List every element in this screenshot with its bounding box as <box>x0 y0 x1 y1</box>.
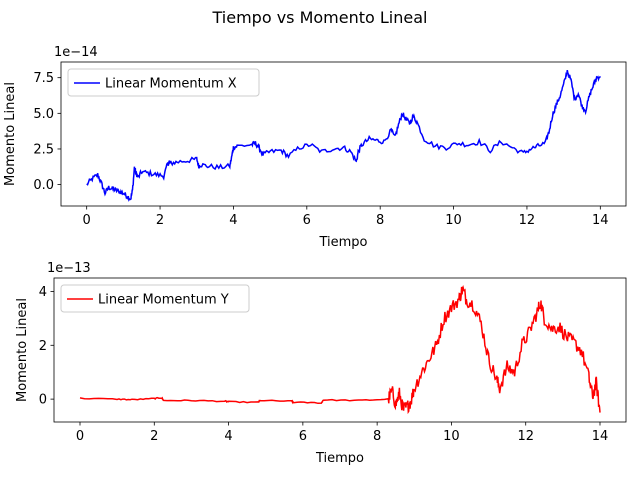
y-axis-label: Momento Lineal <box>3 82 18 186</box>
y-tick-label: 2.5 <box>33 142 54 157</box>
figure-suptitle: Tiempo vs Momento Lineal <box>212 8 428 27</box>
x-tick-label: 14 <box>592 213 609 228</box>
x-tick-label: 8 <box>373 429 381 444</box>
y-tick-label: 5.0 <box>33 107 54 122</box>
y-tick-label: 0 <box>39 393 47 408</box>
series-line-0 <box>86 69 601 202</box>
x-tick-label: 12 <box>519 213 536 228</box>
x-tick-label: 4 <box>224 429 232 444</box>
legend: Linear Momentum Y <box>60 284 250 313</box>
x-tick-label: 10 <box>445 213 462 228</box>
x-tick-label: 14 <box>592 429 609 444</box>
x-tick-label: 4 <box>229 213 237 228</box>
y-tick-label: 2 <box>39 339 47 354</box>
legend-label: Linear Momentum Y <box>98 293 229 308</box>
x-axis-label: Tiempo <box>315 451 364 466</box>
x-tick-label: 0 <box>76 429 84 444</box>
x-tick-label: 2 <box>156 213 164 228</box>
y-tick-label: 0.0 <box>33 178 54 193</box>
x-tick-label: 8 <box>376 213 384 228</box>
series-line-0 <box>79 284 601 415</box>
legend-box <box>67 68 260 97</box>
top-axes: 0 2 4 6 8 10 12 14 0.0 2.5 5.0 7.51e−14 Tiempo Moment… <box>3 45 627 250</box>
y-axis-label: Momento Lineal <box>15 298 30 402</box>
legend: Linear Momentum X <box>67 68 260 97</box>
y-tick-label: 7.5 <box>33 71 54 86</box>
x-axis-label: Tiempo <box>318 235 367 250</box>
legend-box <box>60 284 250 313</box>
x-tick-label: 6 <box>303 213 311 228</box>
x-tick-label: 0 <box>83 213 91 228</box>
y-offset-text: 1e−13 <box>47 261 91 276</box>
y-tick-label: 4 <box>39 285 47 300</box>
x-tick-label: 6 <box>299 429 307 444</box>
x-tick-label: 10 <box>443 429 460 444</box>
axes-frame <box>53 277 627 423</box>
legend-label: Linear Momentum X <box>105 77 237 92</box>
x-tick-label: 2 <box>150 429 158 444</box>
y-offset-text: 1e−14 <box>54 45 98 60</box>
axes-frame <box>60 61 627 207</box>
x-tick-label: 12 <box>517 429 534 444</box>
